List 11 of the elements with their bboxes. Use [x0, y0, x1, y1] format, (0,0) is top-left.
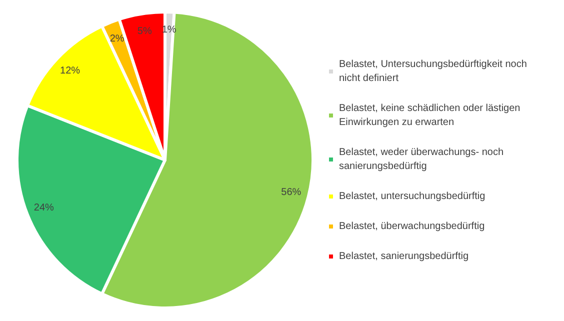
legend-label: Belastet, keine schädlichen oder lästigen Einwirkungen zu erwarten — [339, 103, 524, 128]
legend-label: Belastet, überwachungsbedürftig — [339, 221, 485, 232]
data-label: 2% — [110, 33, 124, 44]
data-label: 24% — [34, 202, 54, 214]
legend-label: Belastet, Untersuchungsbedürftigkeit noch nicht definiert — [339, 59, 530, 84]
data-label: 12% — [60, 65, 80, 76]
data-label: 5% — [137, 26, 152, 37]
legend-label: Belastet, sanierungsbedürftig — [339, 251, 469, 262]
legend-label: Belastet, untersuchungsbedürftig — [339, 191, 486, 202]
data-label: 56% — [281, 186, 302, 198]
legend-label: Belastet, weder überwachungs- noch sanierungsbedürftig — [339, 147, 506, 172]
